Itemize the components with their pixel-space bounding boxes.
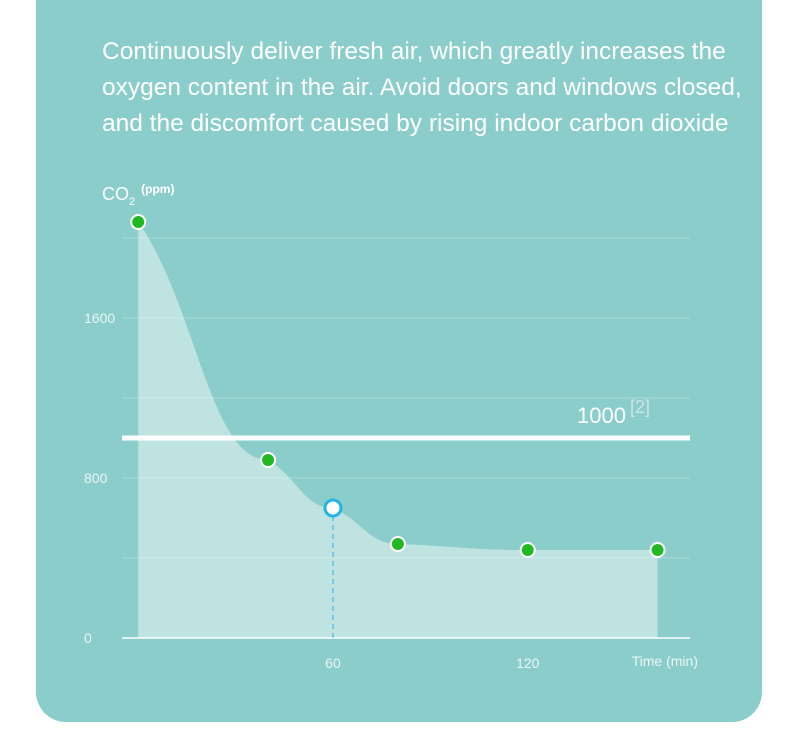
headline-line-1: Continuously deliver fresh air, which gr… (102, 38, 726, 65)
threshold-label: 1000 [2] (577, 397, 650, 428)
x-tick-label: 60 (325, 655, 341, 671)
y-axis-label: CO2 (ppm) (102, 182, 174, 208)
data-point (519, 542, 536, 558)
x-tick-label: 120 (516, 655, 540, 671)
y-label-main: CO (102, 184, 129, 204)
data-point (389, 536, 406, 552)
y-tick-label: 800 (84, 470, 108, 486)
highlight-point-center (329, 505, 336, 511)
data-points (130, 214, 666, 558)
y-label-subscript: 2 (129, 196, 135, 208)
threshold-value: 1000 (577, 403, 626, 428)
headline-line-2: oxygen content in the air. Avoid doors a… (102, 74, 742, 101)
threshold-note: [2] (630, 397, 650, 417)
x-axis-label: Time (min) (632, 653, 698, 669)
data-point (130, 214, 147, 230)
y-label-unit: (ppm) (141, 182, 174, 196)
y-tick-label: 1600 (84, 310, 115, 326)
headline-line-3: and the discomfort caused by rising indo… (102, 110, 729, 137)
axis-ticks: 0 800 1600 60 120 (84, 310, 540, 671)
data-point (649, 542, 666, 558)
headline: Continuously deliver fresh air, which gr… (102, 34, 762, 142)
y-tick-label: 0 (84, 630, 92, 646)
data-point (260, 452, 277, 468)
area-fill (138, 222, 658, 638)
